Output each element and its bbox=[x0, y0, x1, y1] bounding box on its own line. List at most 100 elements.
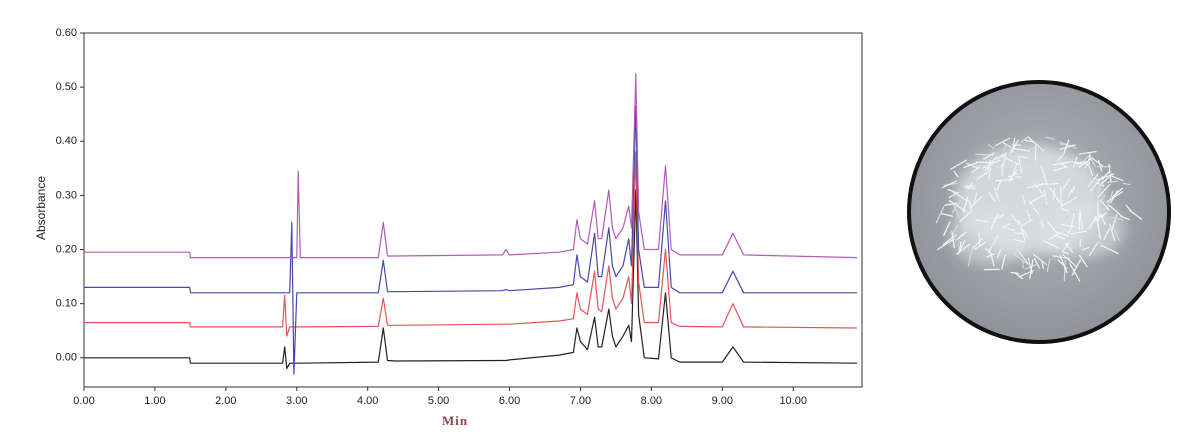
fiber bbox=[989, 243, 1005, 246]
fiber bbox=[1059, 144, 1076, 150]
fiber bbox=[1056, 154, 1064, 162]
fiber bbox=[1045, 182, 1059, 185]
crystal-fibers bbox=[935, 136, 1143, 282]
fiber bbox=[1067, 189, 1073, 198]
fiber bbox=[1029, 193, 1047, 204]
fiber bbox=[1016, 187, 1022, 208]
fiber bbox=[956, 231, 967, 240]
fiber bbox=[1039, 148, 1048, 151]
fiber bbox=[1014, 272, 1024, 280]
fiber bbox=[1035, 199, 1049, 207]
fiber bbox=[1040, 220, 1045, 228]
fiber bbox=[1087, 173, 1099, 188]
fiber bbox=[1000, 154, 1019, 165]
fiber bbox=[1097, 183, 1111, 198]
fiber bbox=[1022, 139, 1034, 143]
fiber bbox=[1013, 245, 1026, 255]
fiber bbox=[1081, 152, 1092, 164]
fiber bbox=[1048, 232, 1061, 240]
fiber bbox=[967, 246, 974, 267]
fiber bbox=[935, 205, 945, 224]
fiber bbox=[1061, 173, 1067, 181]
fiber bbox=[997, 214, 1005, 219]
fiber bbox=[983, 236, 992, 241]
fiber bbox=[1071, 185, 1076, 194]
fiber bbox=[1062, 254, 1078, 268]
fiber bbox=[1063, 139, 1070, 155]
fiber bbox=[1059, 196, 1078, 208]
fiber bbox=[1015, 223, 1025, 230]
fiber bbox=[993, 199, 999, 215]
fiber bbox=[988, 191, 996, 203]
fiber bbox=[1020, 226, 1026, 241]
fiber bbox=[1057, 184, 1072, 198]
fiber bbox=[1000, 236, 1014, 247]
x-tick-label: 1.00 bbox=[144, 395, 165, 407]
fiber bbox=[1032, 183, 1046, 188]
fiber bbox=[1041, 261, 1045, 270]
fiber bbox=[943, 221, 951, 237]
fiber bbox=[1070, 230, 1087, 235]
fiber bbox=[1061, 208, 1069, 212]
fiber bbox=[1053, 233, 1065, 240]
fiber bbox=[1097, 159, 1103, 172]
fiber bbox=[1026, 209, 1032, 222]
fiber bbox=[1062, 178, 1071, 190]
fiber bbox=[987, 221, 992, 239]
fiber bbox=[1097, 184, 1103, 194]
fiber bbox=[1053, 166, 1066, 172]
fiber bbox=[1009, 162, 1018, 183]
fiber bbox=[975, 164, 993, 175]
fiber bbox=[1032, 253, 1047, 266]
y-tick-label: 0.20 bbox=[56, 243, 77, 255]
fiber bbox=[1062, 242, 1070, 252]
fiber bbox=[1109, 174, 1124, 182]
fiber bbox=[988, 167, 992, 181]
fiber bbox=[1033, 258, 1040, 269]
fiber bbox=[969, 196, 983, 210]
fiber bbox=[1034, 183, 1043, 195]
x-tick-label: 9.00 bbox=[712, 395, 733, 407]
fiber bbox=[1054, 199, 1065, 208]
fiber bbox=[979, 164, 1000, 168]
fiber bbox=[1111, 187, 1124, 198]
fiber bbox=[1096, 218, 1102, 239]
fiber bbox=[1078, 151, 1097, 155]
fiber bbox=[1101, 170, 1111, 180]
fiber bbox=[990, 216, 997, 231]
trace-line bbox=[84, 73, 858, 259]
trace-line bbox=[84, 151, 858, 337]
fiber bbox=[956, 243, 970, 255]
fiber bbox=[1087, 154, 1092, 164]
fiber bbox=[1128, 209, 1143, 220]
fiber bbox=[1088, 241, 1099, 257]
fiber bbox=[1010, 184, 1014, 201]
y-tick-label: 0.40 bbox=[56, 135, 77, 147]
fiber bbox=[995, 178, 1015, 182]
fiber bbox=[1079, 208, 1083, 230]
x-tick-label: 8.00 bbox=[641, 395, 662, 407]
fiber bbox=[1084, 161, 1091, 169]
y-tick-label: 0.60 bbox=[56, 27, 77, 39]
fiber bbox=[1107, 180, 1119, 184]
fiber bbox=[1100, 244, 1119, 255]
fiber bbox=[1099, 213, 1107, 226]
fiber bbox=[1061, 210, 1075, 224]
fiber bbox=[984, 247, 993, 256]
fiber bbox=[1009, 139, 1019, 155]
fiber bbox=[975, 161, 995, 164]
fiber bbox=[995, 137, 1011, 147]
fiber bbox=[1002, 142, 1012, 149]
fiber bbox=[1040, 165, 1048, 185]
fiber bbox=[1019, 156, 1029, 159]
fiber bbox=[1109, 204, 1123, 218]
fiber bbox=[1057, 259, 1068, 270]
fiber bbox=[1027, 203, 1037, 214]
fiber bbox=[962, 196, 969, 212]
fiber bbox=[1061, 251, 1069, 255]
fiber bbox=[972, 238, 984, 249]
fiber bbox=[1022, 176, 1038, 184]
y-tick-label: 0.30 bbox=[56, 189, 77, 201]
y-axis-label: Absorbance bbox=[34, 176, 48, 240]
fiber bbox=[988, 144, 995, 149]
